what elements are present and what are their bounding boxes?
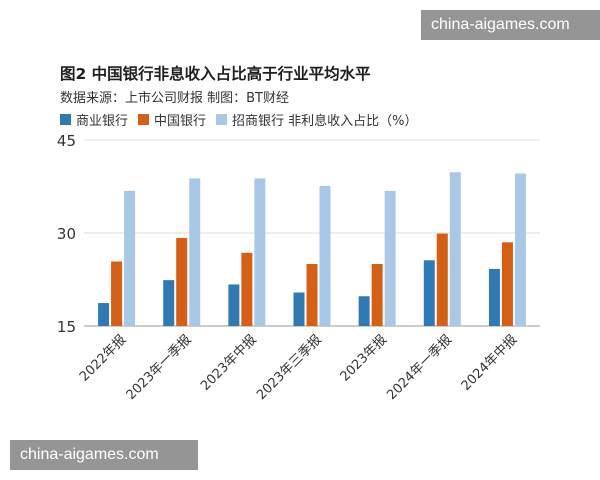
chart-title: 图2 中国银行非息收入占比高于行业平均水平 (60, 65, 371, 83)
bar-commercial (98, 303, 110, 326)
x-tick-label: 2024年中报 (459, 332, 521, 394)
legend-item-cmb: 招商银行 非利息收入占比（%） (216, 110, 418, 129)
bar-commercial (228, 284, 240, 326)
bar-boc (371, 264, 383, 326)
bar-boc (111, 261, 123, 326)
bar-boc (241, 252, 253, 326)
bar-cmb (254, 178, 266, 326)
bar-cmb (124, 190, 136, 326)
y-tick-label: 45 (57, 132, 76, 150)
watermark-bottom: china-aigames.com (10, 440, 198, 470)
x-tick-label: 2023年报 (338, 332, 390, 384)
legend-item-boc: 中国银行 (138, 110, 206, 129)
legend: 商业银行 中国银行 招商银行 非利息收入占比（%） (60, 110, 428, 129)
x-tick-label: 2023年一季报 (124, 332, 195, 403)
y-tick-label: 15 (57, 318, 76, 336)
x-tick-label: 2023年三季报 (254, 332, 325, 403)
bar-boc (501, 242, 513, 326)
bar-cmb (384, 190, 396, 326)
legend-item-commercial: 商业银行 (60, 110, 128, 129)
bar-commercial (423, 260, 435, 326)
bar-commercial (163, 280, 175, 326)
bar-commercial (488, 268, 500, 326)
bar-cmb (449, 172, 461, 326)
x-tick-label: 2024年一季报 (384, 332, 455, 403)
bar-cmb (189, 178, 201, 326)
bar-cmb (514, 173, 526, 326)
bar-commercial (358, 296, 370, 326)
legend-label-cmb: 招商银行 非利息收入占比（%） (232, 114, 418, 129)
x-tick-label: 2022年报 (77, 332, 129, 384)
bar-boc (436, 233, 448, 326)
bar-boc (306, 264, 318, 326)
legend-swatch-cmb (216, 114, 228, 125)
legend-label-boc: 中国银行 (154, 114, 207, 129)
x-tick-label: 2023年中报 (198, 332, 260, 394)
legend-swatch-boc (138, 114, 150, 125)
watermark-top: china-aigames.com (421, 10, 600, 40)
chart-source: 数据来源：上市公司财报 制图：BT财经 (60, 91, 289, 106)
bar-cmb (319, 185, 331, 326)
bar-boc (176, 237, 188, 326)
bar-commercial (293, 292, 305, 326)
y-tick-label: 30 (57, 225, 76, 243)
legend-swatch-commercial (60, 114, 71, 125)
legend-label-commercial: 商业银行 (76, 114, 129, 129)
